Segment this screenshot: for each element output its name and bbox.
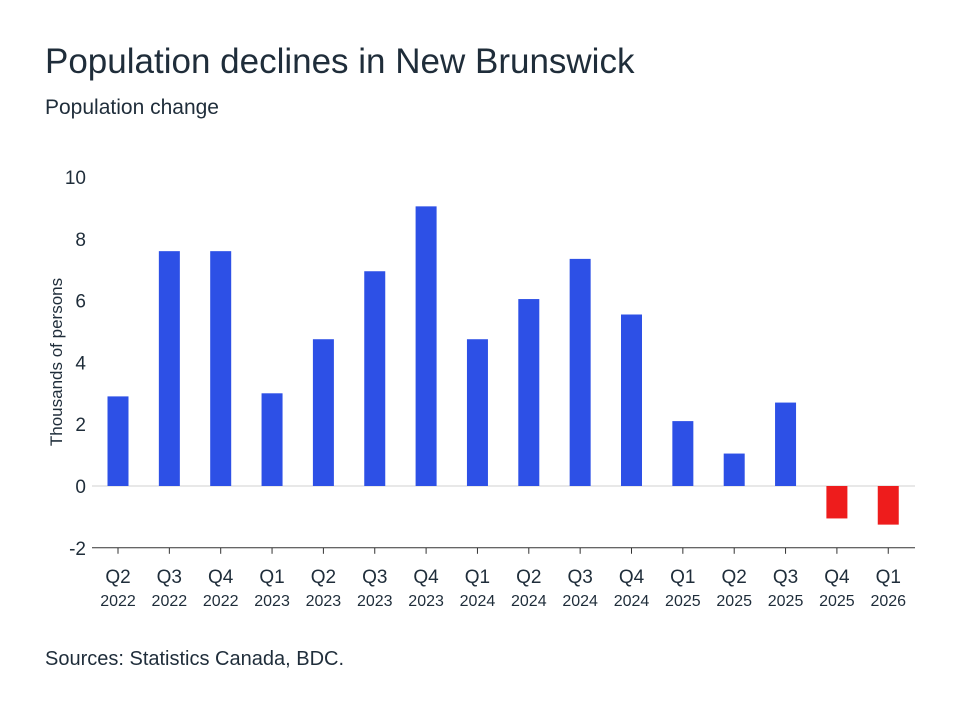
x-tick-label-year: 2023 — [357, 593, 393, 610]
bar — [261, 393, 283, 486]
x-tick-label-year: 2022 — [203, 593, 239, 610]
x-tick-label-year: 2024 — [562, 593, 598, 610]
bar — [569, 258, 591, 486]
y-tick-label: 8 — [75, 230, 86, 251]
y-tick-label: 6 — [75, 292, 86, 313]
x-tick-label-quarter: Q1 — [670, 567, 695, 588]
x-tick-label-year: 2025 — [665, 593, 701, 610]
source-note: Sources: Statistics Canada, BDC. — [45, 648, 345, 670]
bar — [466, 339, 488, 486]
x-tick-label-quarter: Q4 — [208, 567, 234, 588]
x-tick-label-quarter: Q4 — [824, 567, 850, 588]
x-tick-label-quarter: Q3 — [567, 567, 592, 588]
x-tick-label-quarter: Q2 — [311, 567, 336, 588]
x-tick-label-year: 2023 — [306, 593, 342, 610]
x-tick-label-year: 2024 — [460, 593, 496, 610]
x-tick-label-year: 2025 — [768, 593, 804, 610]
x-tick-label-year: 2024 — [511, 593, 547, 610]
x-tick-label-year: 2022 — [100, 593, 136, 610]
x-tick-label-quarter: Q4 — [413, 567, 439, 588]
x-tick-label-year: 2023 — [254, 593, 290, 610]
bar — [107, 396, 129, 486]
x-tick-label-year: 2026 — [870, 593, 906, 610]
bar — [621, 314, 642, 486]
y-tick-label: 10 — [65, 168, 86, 189]
x-tick-label-quarter: Q1 — [259, 567, 284, 588]
bar — [364, 271, 386, 486]
bar — [723, 453, 745, 486]
x-tick-label-year: 2025 — [716, 593, 752, 610]
y-axis-label: Thousands of persons — [47, 278, 66, 446]
bar — [775, 402, 797, 486]
chart-title: Population declines in New Brunswick — [45, 42, 635, 81]
bar — [826, 486, 848, 519]
x-tick-label-year: 2025 — [819, 593, 855, 610]
y-tick-label: 4 — [75, 353, 86, 374]
x-tick-label-quarter: Q2 — [105, 567, 130, 588]
bar — [158, 251, 180, 486]
bar — [415, 206, 437, 487]
chart-subtitle: Population change — [45, 96, 219, 119]
bar — [518, 299, 540, 486]
x-tick-label-quarter: Q4 — [619, 567, 645, 588]
x-tick-label-quarter: Q3 — [773, 567, 798, 588]
x-tick-label-year: 2024 — [614, 593, 650, 610]
y-tick-label: 0 — [75, 477, 86, 498]
bar — [210, 251, 232, 486]
x-tick-label-quarter: Q1 — [876, 567, 901, 588]
y-tick-label: 2 — [75, 415, 86, 436]
y-tick-label: -2 — [69, 539, 86, 560]
x-tick-label-quarter: Q2 — [722, 567, 747, 588]
x-tick-label-quarter: Q1 — [465, 567, 490, 588]
x-tick-label-quarter: Q3 — [157, 567, 182, 588]
x-tick-label-year: 2022 — [152, 593, 188, 610]
x-tick-label-year: 2023 — [408, 593, 444, 610]
x-tick-label-quarter: Q2 — [516, 567, 541, 588]
bar — [672, 421, 694, 486]
bar — [877, 486, 899, 525]
x-tick-label-quarter: Q3 — [362, 567, 387, 588]
bar — [312, 339, 334, 486]
